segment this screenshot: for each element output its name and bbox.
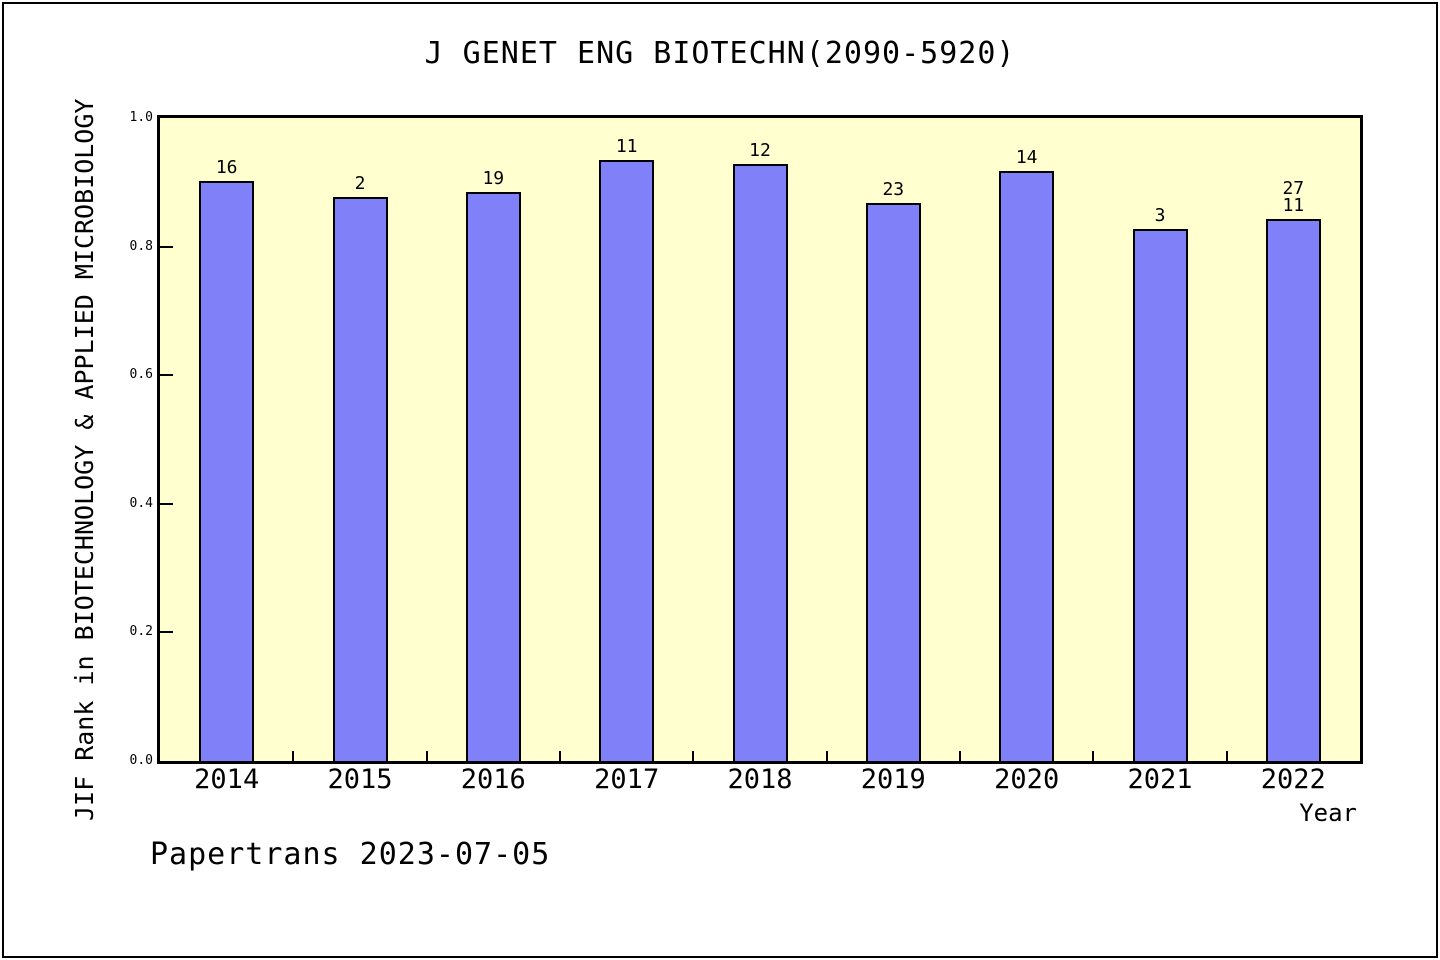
plot-area: 16 2 19 11 12 23 14 3 27 11 — [157, 115, 1363, 764]
x-category-label: 2014 — [194, 764, 260, 795]
x-category-label: 2021 — [1127, 764, 1193, 795]
x-tick-mark — [825, 751, 828, 761]
bar-value-label: 14 — [982, 146, 1072, 168]
y-tick-label: 1.0 — [129, 110, 153, 125]
x-tick-mark — [1092, 751, 1095, 761]
bar — [332, 197, 388, 761]
y-tick-label: 0.2 — [129, 624, 153, 640]
bar-value-line: 16 — [215, 156, 238, 178]
bar-value-label: 2 — [315, 172, 405, 194]
y-tick-label: 0.0 — [129, 753, 153, 768]
x-category-label: 2020 — [994, 764, 1060, 795]
bar-value-label: 12 — [715, 139, 805, 161]
x-tick-mark — [959, 751, 961, 761]
y-tick-label: 0.6 — [129, 367, 153, 383]
bar-value-label: 27 11 — [1248, 177, 1338, 216]
bar-value-label: 3 — [1115, 204, 1205, 226]
bar — [1132, 229, 1188, 761]
bar — [1265, 219, 1321, 761]
x-category-label: 2019 — [860, 764, 926, 795]
bar — [599, 160, 655, 761]
bar-value-line: 19 — [482, 167, 505, 189]
bar-value-line: 3 — [1154, 204, 1166, 226]
x-category-label: 2018 — [727, 764, 793, 795]
x-category-label: 2015 — [327, 764, 393, 795]
x-axis-title: Year — [1299, 799, 1357, 827]
bar-value-label: 23 — [848, 178, 938, 200]
y-tick-mark — [160, 374, 173, 377]
x-tick-mark — [425, 751, 428, 761]
y-tick-label: 0.4 — [129, 495, 153, 511]
bar-value-line: 12 — [749, 139, 771, 161]
bar-value-label: 11 — [582, 135, 672, 157]
bar-value-line: 27 — [1282, 177, 1305, 199]
x-tick-mark — [1225, 751, 1228, 761]
y-tick-mark — [160, 631, 173, 634]
bar-value-line: 2 — [354, 172, 366, 194]
y-axis-title: JIF Rank in BIOTECHNOLOGY & APPLIED MICR… — [70, 98, 99, 821]
y-tick-mark — [160, 245, 173, 248]
y-tick-label: 0.8 — [129, 238, 153, 254]
x-tick-mark — [692, 751, 695, 761]
bar — [865, 203, 921, 761]
bar-value-label: 16 — [182, 156, 272, 178]
bar — [732, 164, 788, 761]
x-tick-mark — [559, 751, 561, 761]
x-category-label: 2022 — [1260, 764, 1326, 795]
bar — [199, 181, 255, 761]
x-tick-mark — [292, 751, 295, 761]
bar-value-line: 11 — [1282, 194, 1305, 216]
y-tick-mark — [160, 502, 173, 505]
bar-value-line: 11 — [615, 135, 638, 157]
bar — [465, 192, 521, 761]
x-category-label: 2016 — [460, 764, 526, 795]
bar — [999, 171, 1055, 761]
footer-credit: Papertrans 2023-07-05 — [150, 837, 551, 872]
x-category-label: 2017 — [594, 764, 660, 795]
bar-value-line: 23 — [882, 178, 905, 200]
chart-title: J GENET ENG BIOTECHN(2090-5920) — [424, 36, 1016, 71]
bar-value-line: 14 — [1015, 146, 1038, 168]
bar-value-label: 19 — [448, 167, 538, 189]
